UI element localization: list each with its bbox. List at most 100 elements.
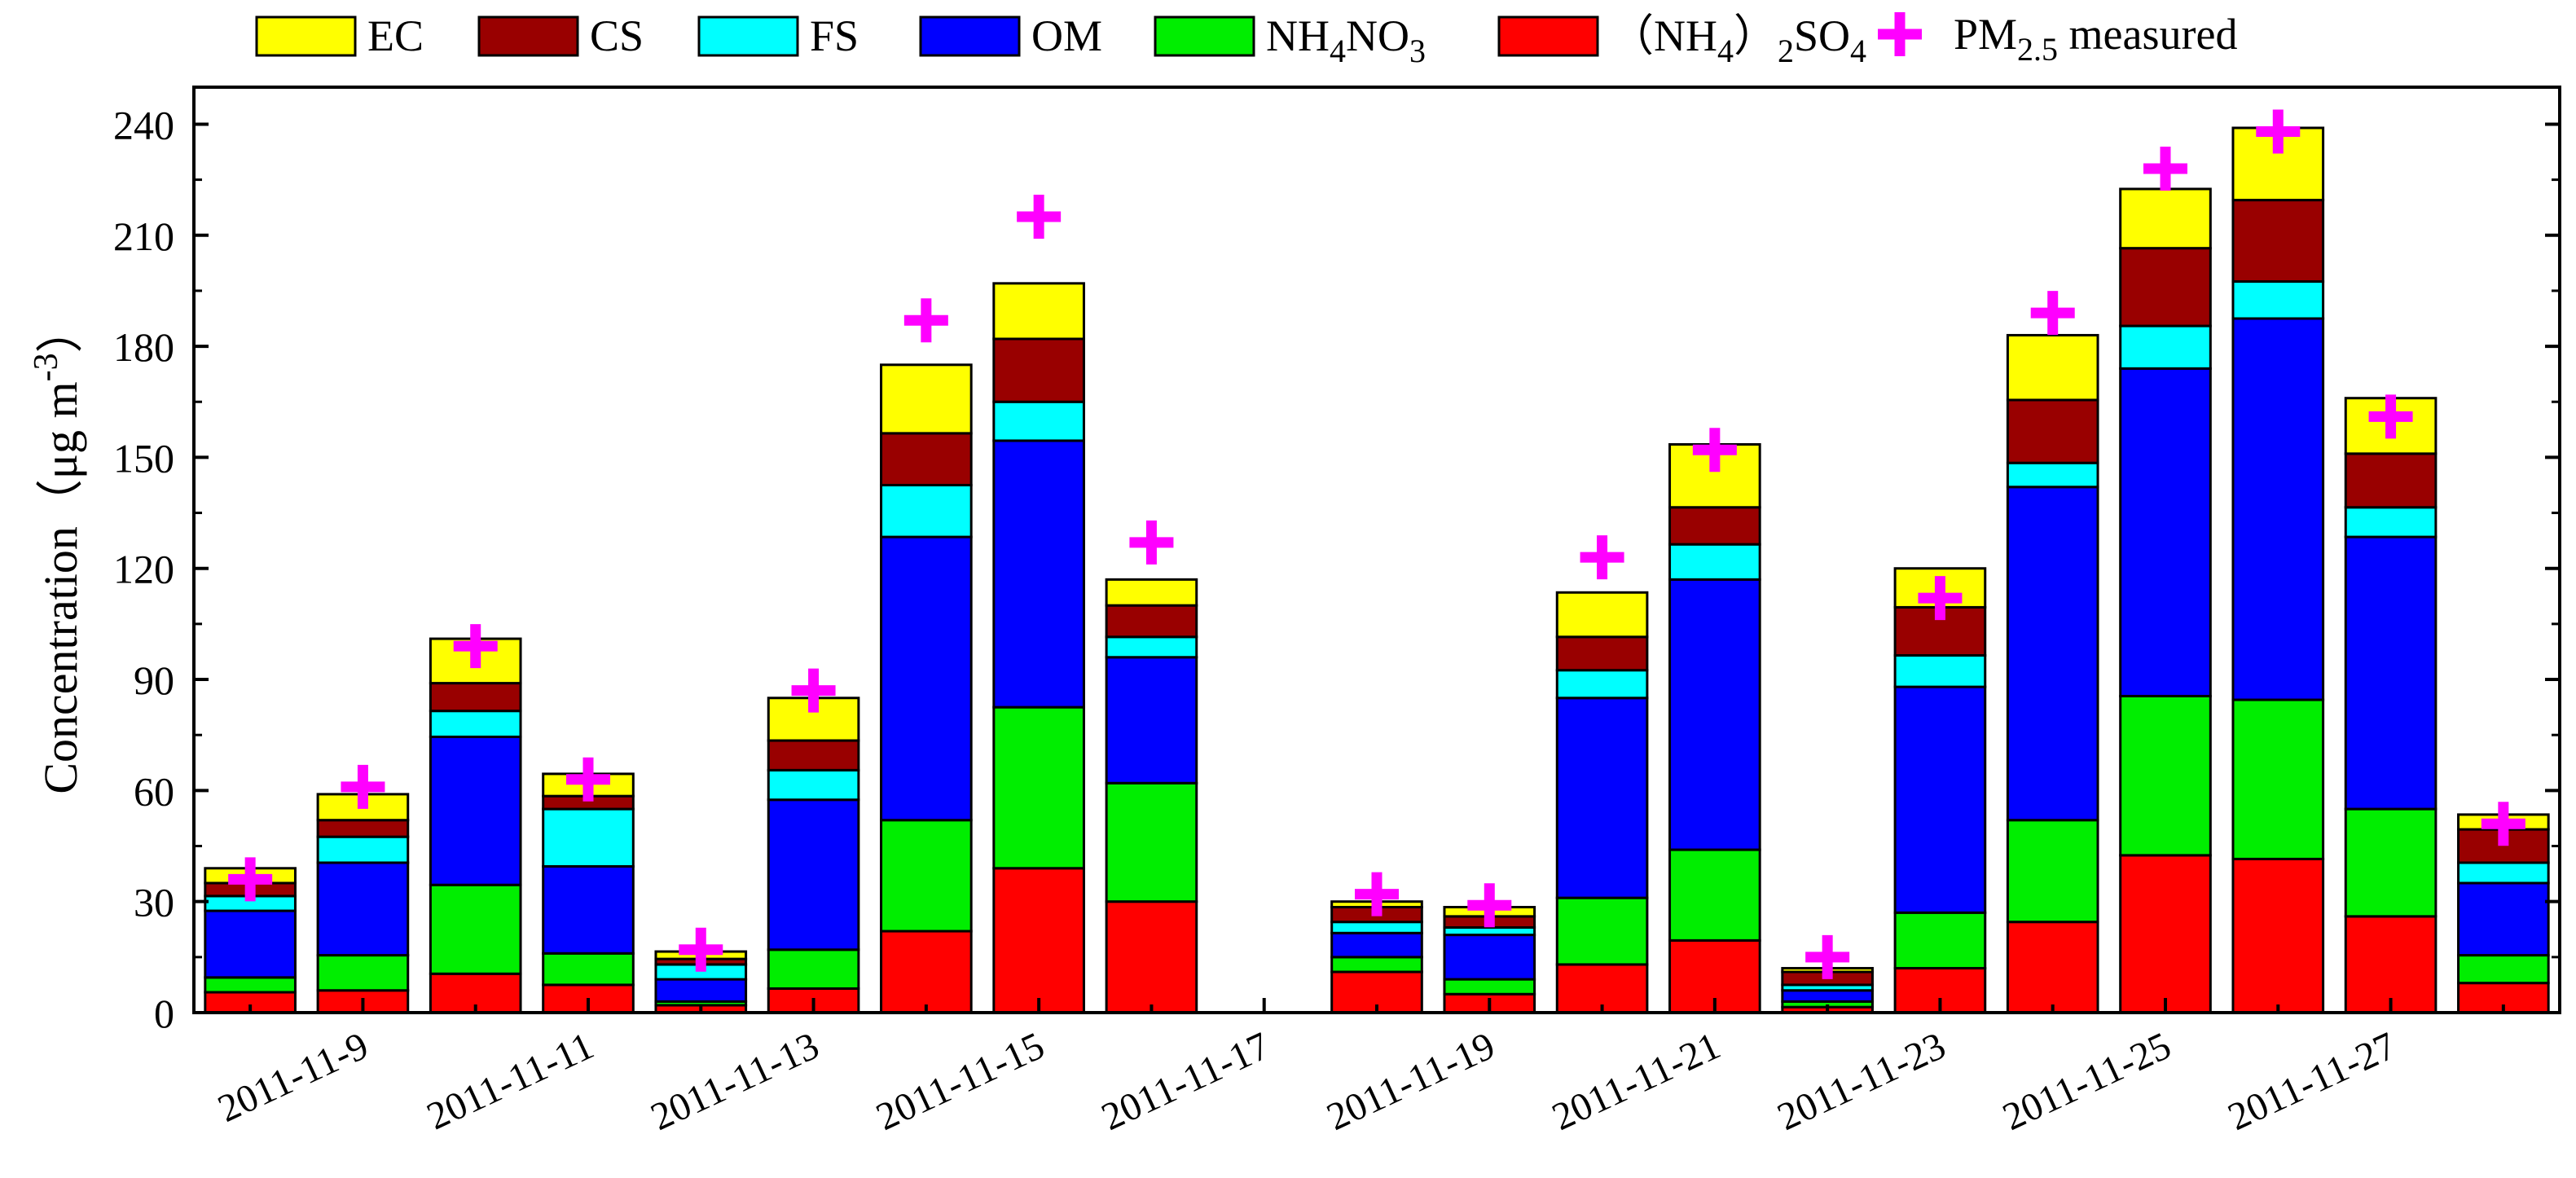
x-tick-label-2011-11-11: 2011-11-11 — [420, 1024, 600, 1138]
legend-swatch-fs — [697, 15, 799, 57]
bar-segment-nh4-2so4-2011-11-15 — [992, 867, 1085, 1014]
bar-segment-fs-2011-11-18 — [1330, 921, 1423, 934]
bar-segment-fs-2011-11-20 — [1555, 669, 1649, 700]
bar-segment-fs-2011-11-23 — [1893, 654, 1987, 688]
x-axis: 2011-11-9 2011-11-11 2011-11-13 2011-11-15 2… — [212, 998, 2505, 1139]
x-tick-label-2011-11-27: 2011-11-27 — [2222, 1024, 2402, 1139]
bar-segment-fs-2011-11-13 — [767, 768, 860, 802]
bar-segment-om-2011-11-12 — [654, 978, 748, 1003]
bar-segment-nh4no3-2011-11-19 — [1443, 978, 1536, 996]
legend-swatch-nh4no3 — [1154, 15, 1255, 57]
bar-segment-ec-2011-11-20 — [1555, 591, 1649, 639]
bar-segment-nh4-2so4-2011-11-24 — [2006, 921, 2099, 1014]
bar-segment-cs-2011-11-25 — [2119, 247, 2212, 327]
bar-segment-cs-2011-11-13 — [767, 739, 860, 771]
bar-segment-cs-2011-11-20 — [1555, 635, 1649, 672]
bar-segment-nh4no3-2011-11-20 — [1555, 896, 1649, 966]
y-tick-label-120: 120 — [113, 547, 174, 592]
bar-segment-om-2011-11-21 — [1668, 578, 1761, 851]
measured-marker-2011-11-10 — [453, 624, 498, 669]
bar-segment-om-2011-11-10 — [429, 735, 522, 886]
measured-marker-2011-11-9 — [341, 764, 385, 809]
legend-swatch-ec — [255, 15, 357, 57]
bar-segment-om-2011-11-14 — [880, 535, 973, 822]
bar-segment-ec-2011-11-24 — [2006, 333, 2099, 402]
y-axis-label-main: Concentration（μg m — [34, 381, 87, 793]
measured-markers-layer — [228, 109, 2525, 979]
measured-marker-2011-11-13 — [791, 668, 836, 713]
legend-marker-pm25-measured — [1878, 12, 1922, 56]
y-tick-label-240: 240 — [113, 102, 174, 147]
bar-segment-cs-2011-11-26 — [2231, 199, 2325, 284]
legend-swatch-om — [919, 15, 1021, 57]
bar-segment-om-2011-11-28 — [2457, 881, 2550, 957]
bar-segment-fs-2011-11-27 — [2344, 506, 2438, 538]
bar-segment-nh4no3-2011-11-27 — [2344, 807, 2438, 918]
bar-segment-nh4no3-2011-11-24 — [2006, 819, 2099, 924]
legend-swatch-cs — [477, 15, 579, 57]
bar-segment-om-2011-11-19 — [1443, 934, 1536, 981]
bar-segment-fs-2011-11-9 — [316, 835, 410, 864]
bar-segment-cs-2011-11-14 — [880, 432, 973, 486]
bar-segment-nh4-2so4-2011-11-26 — [2231, 857, 2325, 1014]
bar-segment-ec-2011-11-25 — [2119, 187, 2212, 250]
legend-label-nh4-2so4: （NH4）2SO4 — [1610, 11, 1866, 69]
bar-segment-fs-2011-11-21 — [1668, 543, 1761, 581]
bar-segment-fs-2011-11-25 — [2119, 324, 2212, 370]
x-tick-label-2011-11-25: 2011-11-25 — [1996, 1024, 2177, 1139]
bars-layer — [204, 126, 2550, 1014]
bar-segment-om-2011-11-23 — [1893, 685, 1987, 914]
y-axis: 0 30 60 90 120 150 180 210 240 — [113, 102, 2560, 1036]
measured-marker-2011-11-22 — [1805, 934, 1850, 979]
measured-marker-2011-11-8 — [228, 857, 273, 902]
y-axis-label-close: ） — [34, 305, 87, 353]
y-axis-label-superscript: -3 — [28, 353, 65, 381]
y-tick-label-0: 0 — [154, 991, 174, 1036]
measured-marker-2011-11-11 — [566, 757, 610, 802]
measured-marker-2011-11-28 — [2481, 802, 2525, 846]
bar-segment-om-2011-11-11 — [542, 865, 635, 955]
measured-marker-2011-11-12 — [679, 927, 723, 972]
x-tick-label-2011-11-21: 2011-11-21 — [1545, 1024, 1726, 1139]
bar-segment-ec-2011-11-15 — [992, 282, 1085, 341]
bar-segment-ec-2011-11-16 — [1105, 578, 1198, 607]
measured-marker-2011-11-25 — [2143, 146, 2187, 191]
bar-segment-fs-2011-11-28 — [2457, 861, 2550, 885]
bar-segment-om-2011-11-24 — [2006, 486, 2099, 822]
bar-segment-nh4no3-2011-11-9 — [316, 954, 410, 992]
legend-label-fs: FS — [810, 11, 859, 60]
measured-marker-2011-11-20 — [1580, 535, 1624, 580]
bar-segment-om-2011-11-26 — [2231, 317, 2325, 701]
legend-label-cs: CS — [590, 11, 644, 60]
measured-marker-2011-11-23 — [1918, 576, 1963, 621]
bar-segment-nh4-2so4-2011-11-14 — [880, 930, 973, 1014]
bar-segment-fs-2011-11-26 — [2231, 280, 2325, 320]
bar-segment-nh4no3-2011-11-16 — [1105, 781, 1198, 903]
bar-segment-fs-2011-11-10 — [429, 710, 522, 738]
bar-segment-nh4no3-2011-11-25 — [2119, 694, 2212, 857]
measured-marker-2011-11-24 — [2030, 291, 2075, 336]
x-tick-label-2011-11-9: 2011-11-9 — [212, 1024, 375, 1131]
y-tick-label-30: 30 — [134, 880, 174, 925]
measured-marker-2011-11-14 — [903, 298, 948, 343]
x-tick-label-2011-11-17: 2011-11-17 — [1095, 1024, 1276, 1139]
bar-segment-om-2011-11-9 — [316, 861, 410, 957]
bar-segment-nh4no3-2011-11-8 — [204, 976, 297, 994]
bar-segment-om-2011-11-18 — [1330, 931, 1423, 959]
bar-segment-nh4no3-2011-11-11 — [542, 952, 635, 987]
bar-segment-nh4no3-2011-11-26 — [2231, 698, 2325, 860]
bar-segment-om-2011-11-13 — [767, 798, 860, 952]
measured-marker-2011-11-19 — [1467, 883, 1512, 928]
bar-segment-nh4-2so4-2011-11-25 — [2119, 854, 2212, 1014]
bar-segment-cs-2011-11-15 — [992, 337, 1085, 403]
bar-segment-cs-2011-11-9 — [316, 819, 410, 838]
x-tick-label-2011-11-19: 2011-11-19 — [1321, 1024, 1501, 1139]
y-axis-label: Concentration（μg m-3） — [28, 305, 87, 793]
legend-swatch-nh4-2so4 — [1497, 15, 1599, 57]
bar-segment-fs-2011-11-11 — [542, 807, 635, 868]
bar-segment-nh4no3-2011-11-23 — [1893, 911, 1987, 969]
measured-marker-2011-11-21 — [1692, 428, 1737, 473]
bar-segment-om-2011-11-15 — [992, 439, 1085, 709]
